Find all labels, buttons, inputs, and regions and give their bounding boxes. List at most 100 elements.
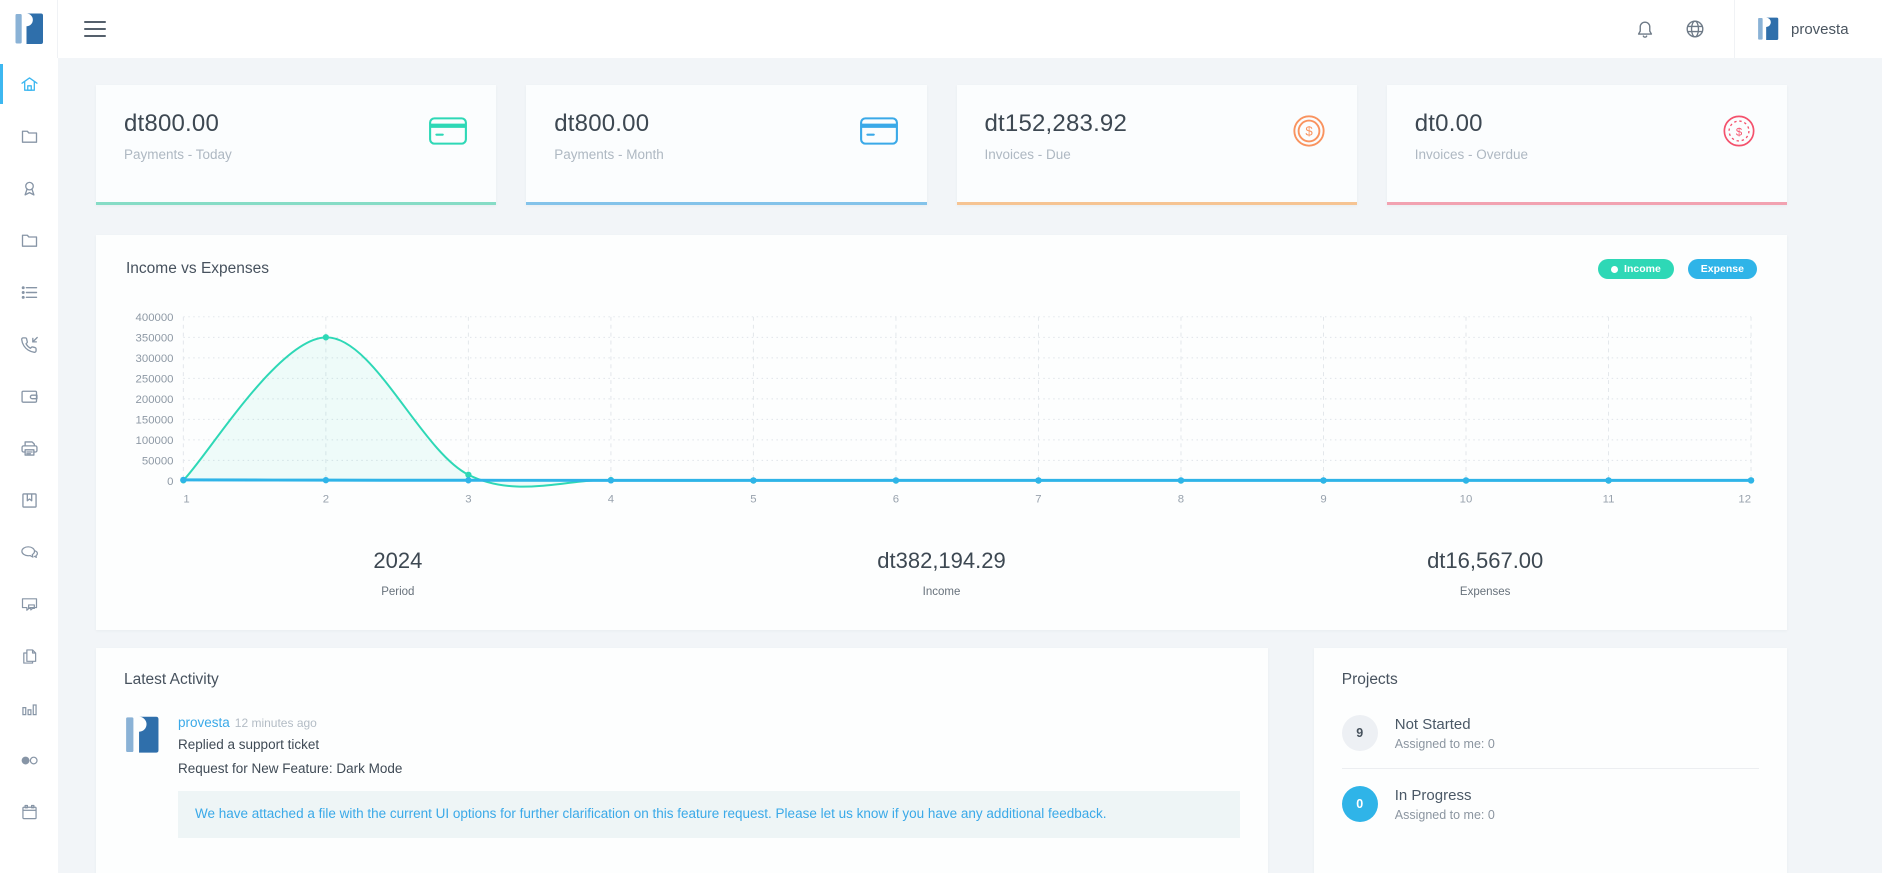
- sidebar-item-chat[interactable]: [0, 526, 58, 578]
- stat-card-invoices-overdue: dt0.00 Invoices - Overdue $: [1386, 85, 1787, 205]
- line-chart: 0 50000 100000 150000 200000 250000 300000 3500…: [126, 301, 1757, 524]
- chat-bubbles-icon: [20, 545, 38, 558]
- y-tick-label: 100000: [136, 435, 174, 447]
- x-tick-label: 8: [1178, 494, 1184, 506]
- sidebar-item-print[interactable]: [0, 422, 58, 474]
- sidebar-item-list[interactable]: [0, 266, 58, 318]
- credit-card-icon: [859, 114, 899, 148]
- sidebar-item-status[interactable]: [0, 734, 58, 786]
- chart-point-expense: [465, 477, 472, 484]
- chart-point-expense: [1462, 477, 1470, 484]
- y-tick-label: 300000: [136, 353, 174, 365]
- sidebar-item-support[interactable]: [0, 578, 58, 630]
- sidebar-item-home[interactable]: [0, 58, 58, 110]
- folder-icon: [21, 234, 37, 247]
- bar-chart-icon: [21, 703, 37, 715]
- provesta-logo-icon: [15, 13, 43, 44]
- chart-point-expense: [322, 476, 330, 484]
- x-tick-label: 1: [183, 494, 189, 506]
- x-tick-label: 5: [750, 494, 756, 506]
- summary-income-value: dt382,194.29: [877, 548, 1006, 574]
- chart-summary-row: 2024 Period dt382,194.29 Income dt16,567…: [126, 548, 1757, 598]
- legend-dot: [1611, 265, 1619, 273]
- chart-legend: Income Expense: [1598, 259, 1757, 279]
- folder-icon: [21, 130, 37, 143]
- sidebar-item-wallet[interactable]: [0, 370, 58, 422]
- summary-period: 2024 Period: [126, 548, 670, 598]
- stat-card-invoices-due: dt152,283.92 Invoices - Due $: [956, 85, 1357, 205]
- summary-period-label: Period: [381, 586, 415, 599]
- app-logo[interactable]: [0, 0, 58, 58]
- x-tick-label: 4: [608, 494, 614, 506]
- stat-value: dt0.00: [1414, 110, 1483, 137]
- dollar-coin-dashed-icon: $: [1719, 114, 1759, 148]
- wallet-icon: [20, 390, 38, 403]
- series-line-expense: [181, 478, 1753, 482]
- calendar-icon: [21, 804, 37, 819]
- stat-label: Invoices - Overdue: [1414, 147, 1529, 162]
- menu-toggle-button[interactable]: [84, 21, 106, 37]
- stat-card-payments-month: dt800.00 Payments - Month: [526, 85, 927, 205]
- legend-expense-label: Expense: [1700, 263, 1744, 275]
- account-menu[interactable]: provesta: [1734, 0, 1882, 58]
- series-area-income: [183, 337, 1752, 487]
- project-assigned-label: Assigned to me: 0: [1394, 736, 1495, 751]
- topbar: provesta: [0, 0, 1882, 58]
- stat-cards-row: dt800.00 Payments - Today dt800.00 Payme…: [96, 85, 1787, 205]
- provesta-logo-icon: [1758, 17, 1779, 40]
- stat-value: dt800.00: [124, 110, 220, 137]
- bell-icon[interactable]: [1634, 18, 1656, 40]
- summary-expenses-value: dt16,567.00: [1427, 548, 1544, 574]
- sidebar-item-certificates[interactable]: [0, 162, 58, 214]
- x-tick-label: 6: [893, 494, 899, 506]
- activity-timestamp: 12 minutes ago: [234, 716, 317, 731]
- home-icon: [20, 76, 38, 91]
- project-status-label: In Progress: [1394, 786, 1472, 804]
- dollar-coin-icon: $: [1289, 114, 1329, 148]
- sidebar-item-files[interactable]: [0, 110, 58, 162]
- latest-activity-panel: Latest Activity provesta 12 minutes ago R…: [96, 648, 1268, 873]
- activity-item: provesta 12 minutes ago Replied a support…: [124, 715, 1240, 838]
- sidebar-item-reports[interactable]: [0, 682, 58, 734]
- project-assigned-label: Assigned to me: 0: [1394, 807, 1495, 822]
- chart-point-expense: [1035, 477, 1042, 484]
- status-circles-icon: [21, 756, 38, 764]
- stat-card-payments-today: dt800.00 Payments - Today: [96, 85, 497, 205]
- activity-user-link[interactable]: provesta: [178, 715, 230, 731]
- summary-period-value: 2024: [373, 548, 423, 574]
- project-count-badge: 9: [1341, 715, 1378, 752]
- stat-value: dt152,283.92: [984, 110, 1128, 137]
- y-tick-label: 0: [167, 476, 173, 488]
- sidebar: [0, 58, 58, 873]
- summary-expenses-label: Expenses: [1459, 586, 1511, 599]
- y-tick-label: 150000: [136, 414, 174, 426]
- chart-point-expense: [1747, 477, 1755, 484]
- chart-point-income: [465, 471, 472, 478]
- main-content: dt800.00 Payments - Today dt800.00 Payme…: [58, 58, 1882, 873]
- award-icon: [23, 181, 35, 196]
- documents-icon: [22, 648, 36, 664]
- svg-text:$: $: [1305, 124, 1313, 139]
- stat-value: dt800.00: [554, 110, 650, 137]
- x-tick-label: 10: [1460, 494, 1473, 506]
- globe-icon[interactable]: [1684, 18, 1706, 40]
- legend-income-button[interactable]: Income: [1598, 259, 1674, 279]
- projects-panel: Projects 9 Not Started Assigned to me: 0…: [1313, 648, 1787, 873]
- x-tick-label: 7: [1035, 494, 1041, 506]
- sidebar-item-calendar[interactable]: [0, 786, 58, 838]
- svg-text:$: $: [1736, 126, 1743, 138]
- summary-income-label: Income: [922, 586, 961, 599]
- x-tick-label: 11: [1603, 494, 1615, 506]
- x-tick-label: 3: [465, 494, 471, 506]
- sidebar-item-bookings[interactable]: [0, 474, 58, 526]
- stat-label: Invoices - Due: [984, 147, 1071, 162]
- project-status-not-started[interactable]: 9 Not Started Assigned to me: 0: [1341, 715, 1759, 752]
- sidebar-item-documents[interactable]: [0, 630, 58, 682]
- divider: [1341, 768, 1759, 770]
- sidebar-item-calls[interactable]: [0, 318, 58, 370]
- project-status-in-progress[interactable]: 0 In Progress Assigned to me: 0: [1341, 786, 1759, 823]
- project-count-badge: 0: [1341, 786, 1378, 823]
- sidebar-item-folders[interactable]: [0, 214, 58, 266]
- y-tick-label: 200000: [136, 394, 174, 406]
- legend-expense-button[interactable]: Expense: [1687, 259, 1757, 279]
